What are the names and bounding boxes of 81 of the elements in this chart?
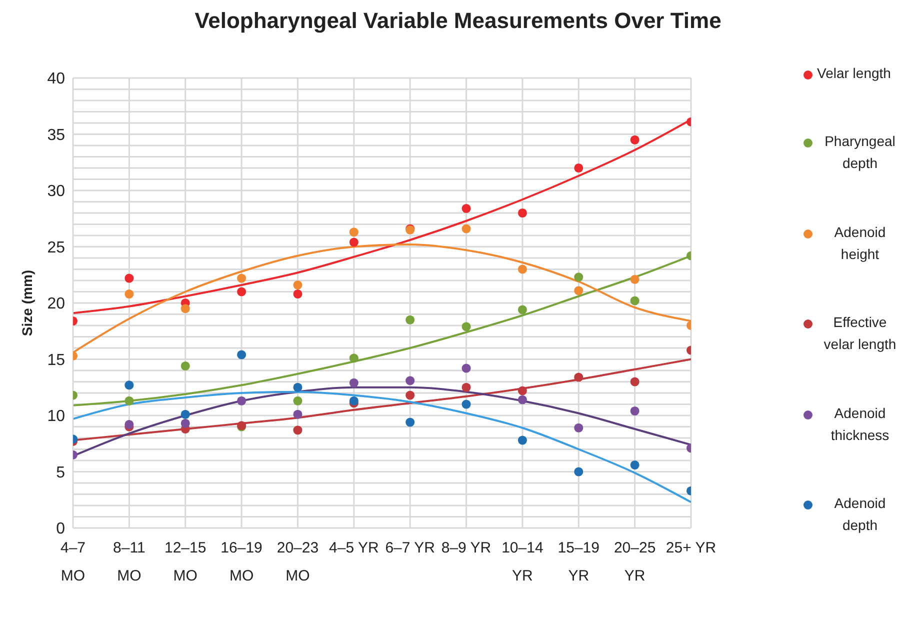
- point: [630, 406, 640, 416]
- point: [180, 361, 190, 371]
- point: [518, 305, 527, 314]
- y-tick-label: 0: [56, 520, 66, 538]
- point: [574, 372, 584, 382]
- point: [630, 460, 640, 470]
- x-tick-label: 25+ YR: [666, 540, 716, 557]
- y-tick-label: 40: [47, 70, 66, 88]
- x-tick-label: 6–7 YR: [385, 540, 436, 557]
- legend-label: Adenoid thickness: [830, 404, 890, 445]
- point: [349, 228, 358, 237]
- point: [574, 286, 584, 296]
- y-tick-label: 25: [47, 239, 66, 256]
- x-tick-label: 4–7 MO: [60, 540, 86, 585]
- y-tick-label: 10: [47, 408, 66, 426]
- point: [462, 382, 471, 392]
- point: [124, 420, 134, 430]
- point: [293, 410, 302, 419]
- point: [406, 376, 415, 386]
- y-axis-title: Size (mm): [18, 270, 35, 336]
- x-tick-label: 12–15 MO: [164, 540, 206, 585]
- point: [574, 423, 584, 432]
- point: [237, 274, 246, 283]
- legend-label: Adenoid depth: [833, 494, 887, 535]
- point: [630, 377, 640, 386]
- point: [462, 364, 471, 373]
- point: [237, 287, 246, 296]
- point: [406, 390, 415, 400]
- point: [293, 396, 302, 406]
- x-tick-label: 20–23 MO: [276, 540, 319, 585]
- point: [574, 163, 584, 173]
- point: [518, 395, 527, 404]
- point: [349, 238, 358, 247]
- point: [630, 135, 640, 144]
- y-tick-label: 20: [47, 296, 66, 313]
- point: [124, 274, 134, 283]
- point: [574, 467, 584, 476]
- x-tick-label: 10–14 YR: [502, 540, 544, 585]
- x-tick-label: 15–19 YR: [558, 540, 600, 585]
- point: [518, 386, 527, 396]
- point: [180, 418, 190, 428]
- point: [124, 380, 134, 390]
- legend-label: Pharyngeal depth: [824, 132, 896, 174]
- point: [630, 274, 640, 284]
- x-tick-label: 8–9 YR: [441, 540, 492, 557]
- x-tick-label: 4–5 YR: [329, 540, 379, 557]
- point: [518, 436, 527, 445]
- point: [180, 304, 190, 314]
- point: [518, 208, 527, 218]
- point: [462, 322, 471, 332]
- point: [124, 396, 134, 406]
- x-tick-label: 8–11 MO: [113, 540, 146, 585]
- point: [462, 204, 471, 214]
- legend-label: Adenoid height: [833, 222, 887, 264]
- y-tick-label: 15: [47, 352, 66, 369]
- point: [293, 426, 302, 435]
- legend-label: Effective velar length: [822, 313, 898, 354]
- point: [237, 396, 246, 406]
- point: [630, 296, 640, 306]
- legend-label: Velar length: [817, 64, 891, 83]
- point: [237, 350, 246, 360]
- point: [462, 224, 471, 234]
- y-tick-label: 5: [56, 464, 66, 482]
- point: [462, 400, 471, 409]
- point: [349, 396, 358, 406]
- point: [293, 289, 302, 299]
- x-tick-label: 16–19 MO: [220, 540, 262, 585]
- point: [124, 289, 134, 299]
- chart-title: Velopharyngeal Variable Measurements Over Time: [194, 8, 722, 35]
- y-tick-label: 35: [47, 126, 66, 144]
- point: [349, 378, 358, 388]
- x-tick-label: 20–25 YR: [614, 540, 656, 585]
- point: [293, 382, 302, 392]
- point: [518, 264, 527, 274]
- point: [349, 354, 358, 363]
- y-tick-label: 30: [47, 183, 66, 200]
- point: [180, 410, 190, 419]
- point: [406, 418, 415, 427]
- point: [293, 280, 302, 290]
- point: [574, 272, 584, 282]
- point: [406, 315, 415, 324]
